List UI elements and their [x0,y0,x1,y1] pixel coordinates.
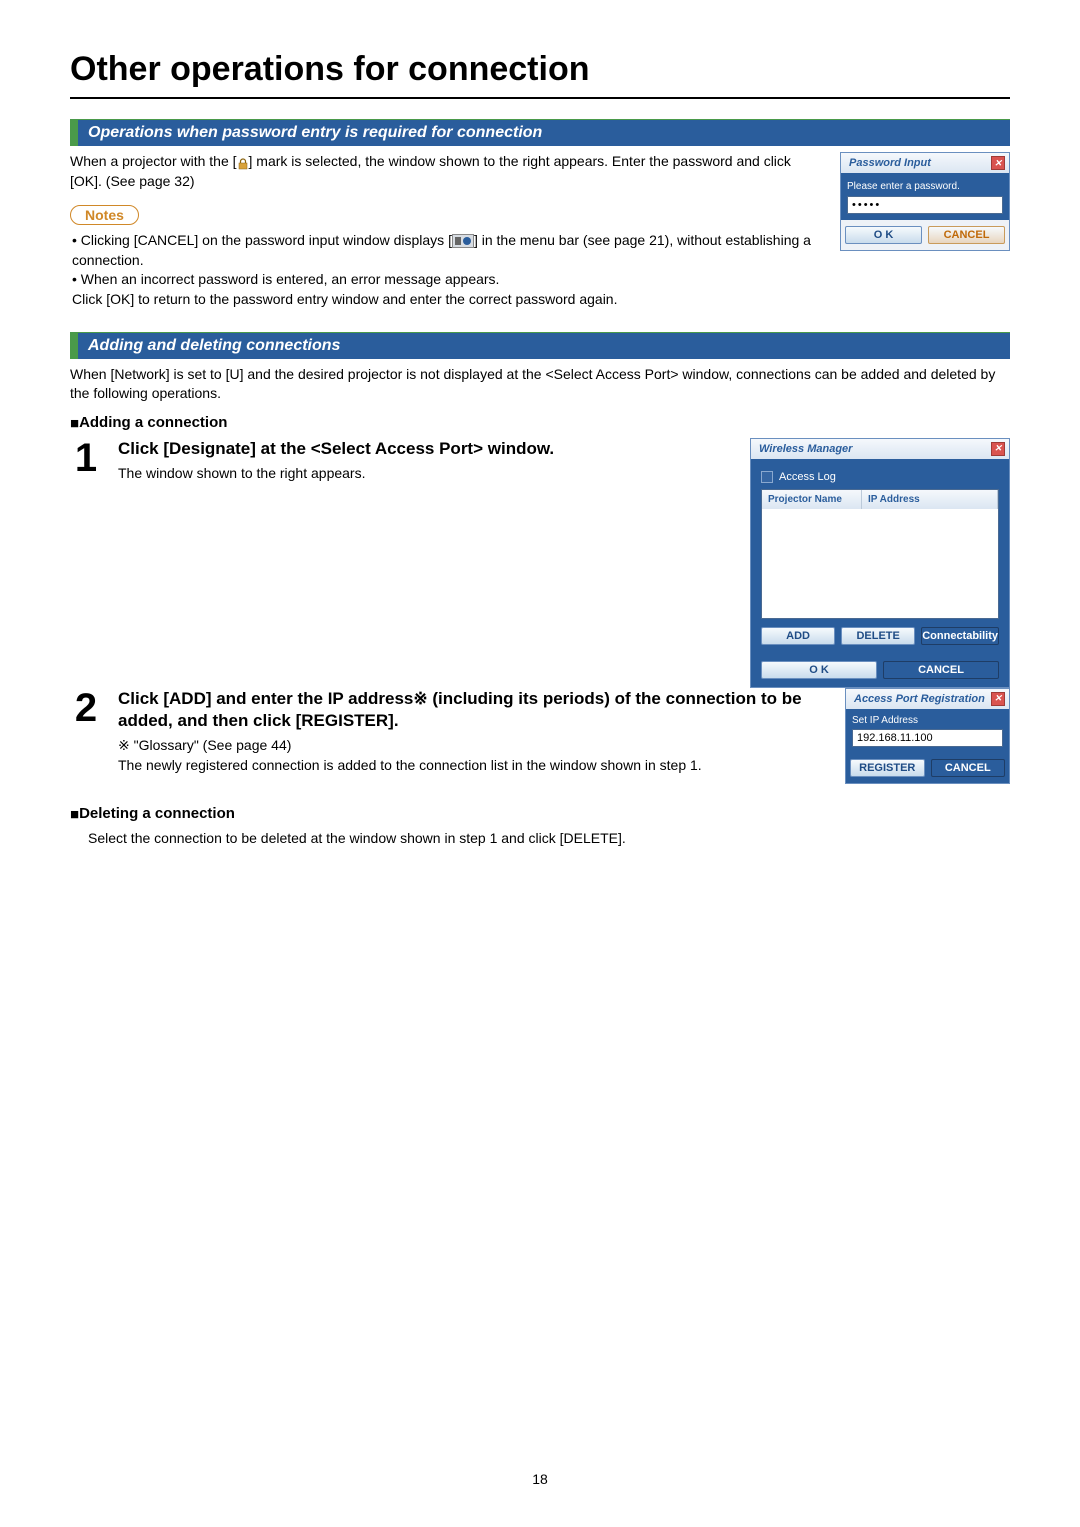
col-ip-address: IP Address [862,490,998,509]
password-section-row: When a projector with the [] mark is sel… [70,152,1010,310]
apr-buttons: REGISTER CANCEL [846,753,1009,783]
step1: 1 Click [Designate] at the <Select Acces… [70,438,730,484]
step2-body: Click [ADD] and enter the IP address※ (i… [118,688,825,775]
access-log-label: Access Log [779,471,836,483]
password-dialog-buttons: O K CANCEL [841,220,1009,250]
adddel-intro: When [Network] is set to [U] and the des… [70,365,1010,404]
section-accent [70,332,78,359]
step-number-2: 2 [70,688,102,775]
ok-button[interactable]: O K [761,661,877,679]
wm-button-row-1: ADD DELETE Connectability [761,627,999,645]
section-accent [70,119,78,146]
password-msg: Please enter a password. [847,179,1003,196]
password-dialog-title: Password Input [849,157,931,169]
connectability-button[interactable]: Connectability [921,627,999,645]
section-heading-text: Adding and deleting connections [78,332,1010,359]
step2-title: Click [ADD] and enter the IP address※ (i… [118,688,825,732]
section-password-heading: Operations when password entry is requir… [70,119,1010,146]
step2-left: 2 Click [ADD] and enter the IP address※ … [70,688,825,795]
menubar-icon [452,234,474,248]
deleting-subhead: ■Deleting a connection [70,805,1010,823]
page-title: Other operations for connection [70,50,1010,89]
step1-left: 1 Click [Designate] at the <Select Acces… [70,438,730,504]
page-number: 18 [532,1471,548,1487]
pw-body-pre: When a projector with the [ [70,153,237,169]
apr-label: Set IP Address [852,715,1003,729]
access-port-registration-dialog: Access Port Registration ✕ Set IP Addres… [845,688,1010,784]
wm-table: Projector Name IP Address [761,489,999,619]
section-heading-text: Operations when password entry is requir… [78,119,1010,146]
deleting-subhead-text: Deleting a connection [79,805,235,822]
password-dialog-titlebar: Password Input ✕ [841,153,1009,173]
lock-icon [237,156,249,168]
note-2b: Click [OK] to return to the password ent… [72,290,820,310]
access-log-checkbox[interactable]: Access Log [761,471,999,483]
step2: 2 Click [ADD] and enter the IP address※ … [70,688,825,775]
password-input[interactable]: ••••• [847,196,1003,214]
ok-button[interactable]: O K [845,226,922,244]
section-adddel-heading: Adding and deleting connections [70,332,1010,359]
step2-note: ※ "Glossary" (See page 44) [118,736,825,756]
page: Other operations for connection Operatio… [0,0,1080,1527]
register-button[interactable]: REGISTER [850,759,925,777]
note-1: • Clicking [CANCEL] on the password inpu… [72,231,820,270]
step1-row: 1 Click [Designate] at the <Select Acces… [70,438,1010,688]
square-icon: ■ [70,415,79,432]
step-number-1: 1 [70,438,102,484]
step1-text: The window shown to the right appears. [118,464,730,484]
step1-body: Click [Designate] at the <Select Access … [118,438,730,484]
wm-titlebar: Wireless Manager ✕ [751,439,1009,459]
note1-pre: • Clicking [CANCEL] on the password inpu… [72,232,452,248]
apr-titlebar: Access Port Registration ✕ [846,689,1009,709]
wm-table-head: Projector Name IP Address [762,490,998,509]
square-icon: ■ [70,806,79,823]
cancel-button[interactable]: CANCEL [928,226,1005,244]
wm-body: Access Log Projector Name IP Address ADD… [751,459,1009,653]
step1-title: Click [Designate] at the <Select Access … [118,438,730,460]
apr-title: Access Port Registration [854,693,985,705]
password-section-text: When a projector with the [] mark is sel… [70,152,820,310]
spacer [70,310,1010,332]
step2-row: 2 Click [ADD] and enter the IP address※ … [70,688,1010,795]
notes-badge: Notes [70,205,139,225]
deleting-body: Select the connection to be deleted at t… [88,829,1010,849]
cancel-button[interactable]: CANCEL [931,759,1006,777]
wireless-manager-dialog: Wireless Manager ✕ Access Log Projector … [750,438,1010,688]
title-rule [70,97,1010,99]
checkbox-icon [761,471,773,483]
close-icon[interactable]: ✕ [991,442,1005,456]
password-body: When a projector with the [] mark is sel… [70,152,820,191]
note-2: • When an incorrect password is entered,… [72,270,820,290]
wm-title: Wireless Manager [759,443,852,455]
adding-subhead: ■Adding a connection [70,414,1010,432]
add-button[interactable]: ADD [761,627,835,645]
adding-subhead-text: Adding a connection [79,414,227,431]
password-dialog: Password Input ✕ Please enter a password… [840,152,1010,251]
ip-address-input[interactable]: 192.168.11.100 [852,729,1003,747]
close-icon[interactable]: ✕ [991,692,1005,706]
wm-button-row-2: O K CANCEL [751,653,1009,687]
close-icon[interactable]: ✕ [991,156,1005,170]
apr-body: Set IP Address 192.168.11.100 [846,709,1009,753]
step2-text: The newly registered connection is added… [118,756,825,776]
cancel-button[interactable]: CANCEL [883,661,999,679]
delete-button[interactable]: DELETE [841,627,915,645]
col-projector-name: Projector Name [762,490,862,509]
password-dialog-body: Please enter a password. ••••• [841,173,1009,220]
